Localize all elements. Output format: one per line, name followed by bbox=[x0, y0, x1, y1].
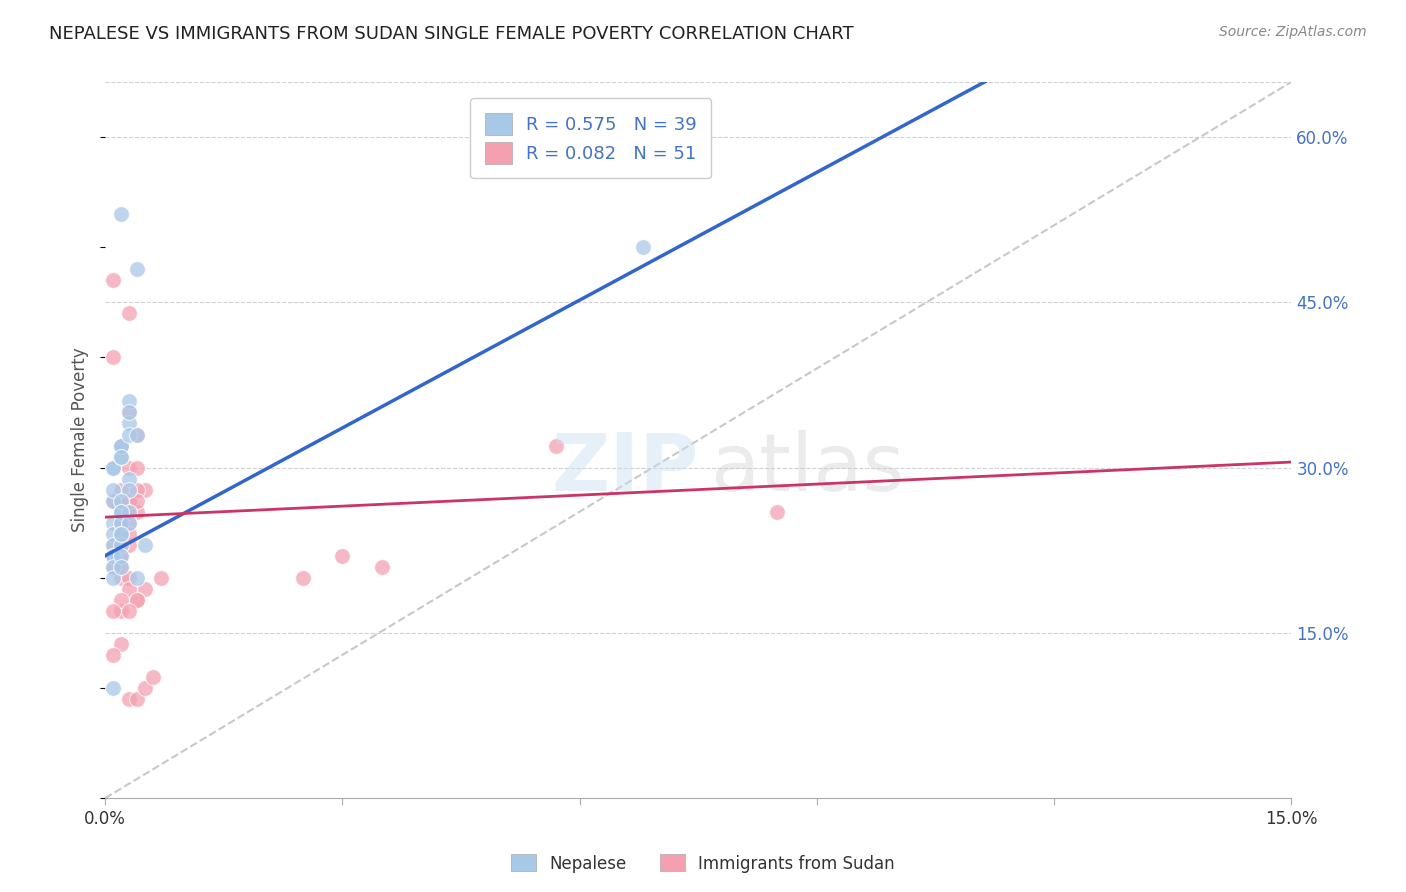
Y-axis label: Single Female Poverty: Single Female Poverty bbox=[72, 348, 89, 533]
Point bbox=[118, 306, 141, 320]
Point bbox=[118, 516, 141, 530]
Point bbox=[110, 592, 132, 607]
Point bbox=[118, 505, 141, 519]
Legend: R = 0.575   N = 39, R = 0.082   N = 51: R = 0.575 N = 39, R = 0.082 N = 51 bbox=[470, 98, 711, 178]
Point bbox=[118, 571, 141, 585]
Point bbox=[110, 505, 132, 519]
Point bbox=[118, 526, 141, 541]
Point bbox=[110, 207, 132, 221]
Point bbox=[125, 460, 148, 475]
Point bbox=[101, 273, 124, 287]
Text: ZIP: ZIP bbox=[551, 430, 699, 508]
Point bbox=[118, 405, 141, 419]
Point bbox=[142, 670, 165, 684]
Point bbox=[125, 483, 148, 497]
Point bbox=[332, 549, 354, 563]
Point bbox=[101, 549, 124, 563]
Point bbox=[110, 450, 132, 464]
Point bbox=[134, 582, 156, 596]
Point bbox=[125, 262, 148, 277]
Point bbox=[101, 516, 124, 530]
Point bbox=[110, 559, 132, 574]
Point bbox=[118, 538, 141, 552]
Point bbox=[101, 483, 124, 497]
Point bbox=[125, 493, 148, 508]
Point bbox=[101, 460, 124, 475]
Point bbox=[110, 526, 132, 541]
Point bbox=[101, 538, 124, 552]
Point bbox=[134, 538, 156, 552]
Point bbox=[544, 438, 567, 452]
Point bbox=[291, 571, 314, 585]
Point bbox=[118, 405, 141, 419]
Point bbox=[110, 438, 132, 452]
Text: Source: ZipAtlas.com: Source: ZipAtlas.com bbox=[1219, 25, 1367, 39]
Point bbox=[118, 427, 141, 442]
Point bbox=[118, 417, 141, 431]
Point bbox=[631, 240, 654, 254]
Point bbox=[110, 516, 132, 530]
Point bbox=[101, 460, 124, 475]
Point bbox=[125, 592, 148, 607]
Point bbox=[125, 505, 148, 519]
Point bbox=[110, 526, 132, 541]
Point bbox=[125, 571, 148, 585]
Point bbox=[125, 427, 148, 442]
Point bbox=[110, 559, 132, 574]
Point bbox=[110, 505, 132, 519]
Point bbox=[110, 505, 132, 519]
Point bbox=[118, 582, 141, 596]
Point bbox=[101, 648, 124, 662]
Point bbox=[118, 516, 141, 530]
Point bbox=[101, 351, 124, 365]
Point bbox=[101, 493, 124, 508]
Point bbox=[110, 526, 132, 541]
Point bbox=[118, 493, 141, 508]
Point bbox=[101, 604, 124, 618]
Point bbox=[110, 637, 132, 651]
Point bbox=[766, 505, 789, 519]
Point bbox=[149, 571, 172, 585]
Point bbox=[101, 559, 124, 574]
Point bbox=[101, 549, 124, 563]
Point bbox=[125, 692, 148, 706]
Point bbox=[125, 427, 148, 442]
Point bbox=[134, 483, 156, 497]
Point bbox=[110, 549, 132, 563]
Point bbox=[125, 592, 148, 607]
Point bbox=[118, 692, 141, 706]
Point bbox=[118, 472, 141, 486]
Point bbox=[110, 516, 132, 530]
Point bbox=[101, 538, 124, 552]
Point bbox=[101, 681, 124, 695]
Point bbox=[110, 438, 132, 452]
Point bbox=[110, 549, 132, 563]
Point bbox=[118, 604, 141, 618]
Point bbox=[110, 538, 132, 552]
Point bbox=[101, 526, 124, 541]
Point bbox=[110, 483, 132, 497]
Point bbox=[110, 516, 132, 530]
Point bbox=[101, 571, 124, 585]
Point bbox=[110, 604, 132, 618]
Point bbox=[110, 493, 132, 508]
Point bbox=[118, 493, 141, 508]
Point bbox=[118, 460, 141, 475]
Text: atlas: atlas bbox=[710, 430, 904, 508]
Point bbox=[101, 549, 124, 563]
Legend: Nepalese, Immigrants from Sudan: Nepalese, Immigrants from Sudan bbox=[505, 847, 901, 880]
Point bbox=[110, 438, 132, 452]
Point bbox=[118, 394, 141, 409]
Point bbox=[118, 483, 141, 497]
Point bbox=[118, 505, 141, 519]
Text: NEPALESE VS IMMIGRANTS FROM SUDAN SINGLE FEMALE POVERTY CORRELATION CHART: NEPALESE VS IMMIGRANTS FROM SUDAN SINGLE… bbox=[49, 25, 853, 43]
Point bbox=[110, 450, 132, 464]
Point bbox=[101, 559, 124, 574]
Point bbox=[101, 493, 124, 508]
Point bbox=[134, 681, 156, 695]
Point bbox=[110, 571, 132, 585]
Point bbox=[371, 559, 394, 574]
